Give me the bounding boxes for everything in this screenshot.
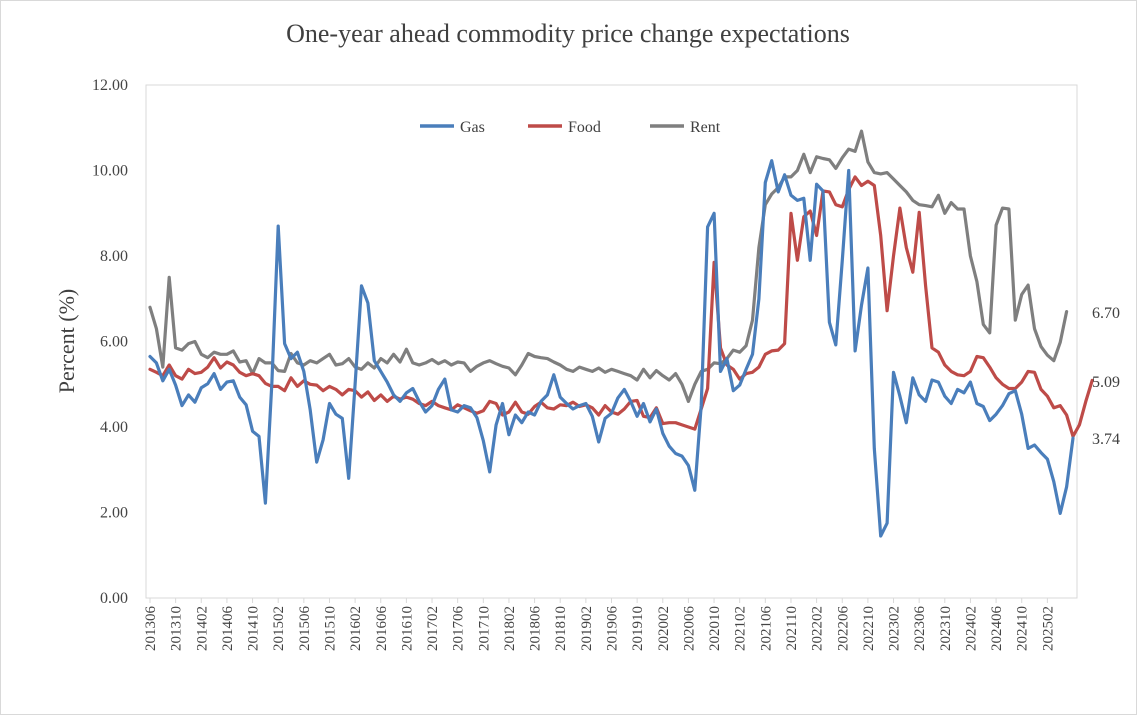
y-tick-label: 2.00 bbox=[100, 505, 128, 522]
x-tick-label: 202306 bbox=[912, 606, 928, 652]
x-tick-label: 202210 bbox=[861, 606, 877, 651]
x-tick-label: 202202 bbox=[810, 606, 826, 651]
end-value-label: 3.74 bbox=[1092, 431, 1120, 448]
x-tick-label: 202106 bbox=[758, 606, 774, 652]
x-tick-label: 202010 bbox=[707, 606, 723, 651]
chart-title: One-year ahead commodity price change ex… bbox=[286, 19, 850, 48]
y-tick-label: 6.00 bbox=[100, 334, 128, 351]
y-tick-label: 4.00 bbox=[100, 419, 128, 436]
end-value-label: 5.09 bbox=[1092, 374, 1120, 391]
x-tick-label: 201602 bbox=[348, 606, 364, 651]
x-tick-label: 201310 bbox=[169, 606, 185, 651]
legend: Gas Food Rent bbox=[420, 119, 721, 136]
x-tick-label: 201702 bbox=[425, 606, 441, 651]
x-tick-label: 201906 bbox=[605, 606, 621, 652]
x-tick-label: 201610 bbox=[399, 606, 415, 651]
x-tick-label: 201506 bbox=[297, 606, 313, 652]
x-tick-label: 202206 bbox=[835, 606, 851, 652]
x-tick-label: 201606 bbox=[374, 606, 390, 652]
x-tick-label: 201810 bbox=[553, 606, 569, 651]
end-value-label: 6.70 bbox=[1092, 305, 1120, 322]
x-tick-label: 201902 bbox=[579, 606, 595, 651]
series-line-gas bbox=[148, 159, 1075, 538]
series-layer bbox=[148, 129, 1094, 538]
x-tick-label: 201402 bbox=[194, 606, 210, 651]
x-tick-label: 201306 bbox=[143, 606, 159, 652]
y-tick-label: 12.00 bbox=[92, 77, 128, 94]
x-tick-label: 202302 bbox=[887, 606, 903, 651]
end-labels: 6.70 5.09 3.74 bbox=[1092, 305, 1120, 448]
x-tick-label: 201406 bbox=[220, 606, 236, 652]
legend-label-gas: Gas bbox=[460, 119, 485, 136]
y-tick-label: 10.00 bbox=[92, 163, 128, 180]
y-axis-label: Percent (%) bbox=[54, 289, 79, 393]
x-tick-label: 202110 bbox=[784, 606, 800, 650]
x-tick-label: 201510 bbox=[322, 606, 338, 651]
y-tick-label: 0.00 bbox=[100, 590, 128, 607]
x-tick-label: 202410 bbox=[1015, 606, 1031, 651]
legend-label-rent: Rent bbox=[690, 119, 721, 136]
x-tick-label: 201710 bbox=[476, 606, 492, 651]
x-tick-label: 202002 bbox=[656, 606, 672, 651]
x-tick-label: 201806 bbox=[528, 606, 544, 652]
legend-label-food: Food bbox=[568, 119, 601, 136]
x-tick-label: 202310 bbox=[938, 606, 954, 651]
x-tick-label: 201910 bbox=[630, 606, 646, 651]
x-axis: 201306 201310 201402 201406 201410 201502 2015… bbox=[143, 598, 1056, 651]
x-tick-label: 201502 bbox=[271, 606, 287, 651]
x-tick-label: 202006 bbox=[681, 606, 697, 652]
x-tick-label: 201706 bbox=[451, 606, 467, 652]
x-tick-label: 202402 bbox=[963, 606, 979, 651]
x-tick-label: 202102 bbox=[733, 606, 749, 651]
x-tick-label: 202406 bbox=[989, 606, 1005, 652]
y-axis: 0.00 2.00 4.00 6.00 8.00 10.00 12.00 bbox=[92, 77, 128, 607]
x-tick-label: 201410 bbox=[246, 606, 262, 651]
x-tick-label: 202502 bbox=[1040, 606, 1056, 651]
x-tick-label: 201802 bbox=[502, 606, 518, 651]
y-tick-label: 8.00 bbox=[100, 248, 128, 265]
